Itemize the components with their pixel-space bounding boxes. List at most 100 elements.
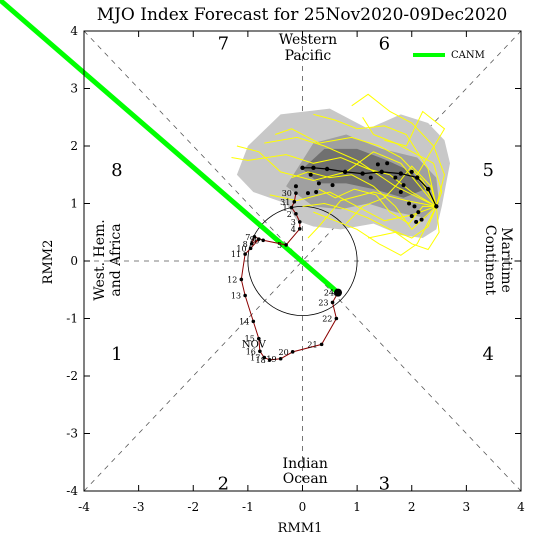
ensemble-member-line bbox=[384, 110, 446, 207]
ensemble-point bbox=[385, 161, 390, 166]
ensemble-mean-point bbox=[415, 175, 420, 180]
observed-day-label: 10 bbox=[236, 244, 246, 253]
ensemble-point bbox=[308, 172, 313, 177]
observed-day-label: 22 bbox=[322, 315, 332, 324]
ensemble-point bbox=[414, 219, 419, 224]
y-tick-label: -4 bbox=[66, 484, 78, 498]
observed-point bbox=[297, 227, 302, 231]
observed-day-label: 23 bbox=[318, 298, 328, 307]
x-tick-label: -3 bbox=[133, 500, 145, 514]
region-label-western-pacific: Pacific bbox=[285, 48, 332, 64]
phase-number-5: 5 bbox=[482, 160, 493, 181]
ensemble-member-line bbox=[367, 206, 440, 251]
observed-point bbox=[257, 336, 261, 341]
observed-day-label: 30 bbox=[282, 189, 292, 198]
phase-number-8: 8 bbox=[111, 160, 122, 181]
ensemble-point bbox=[401, 183, 406, 188]
observed-point bbox=[292, 199, 297, 204]
observed-day-label: 5 bbox=[277, 241, 282, 250]
observed-day-label: 11 bbox=[231, 250, 241, 259]
ensemble-member-line bbox=[291, 171, 437, 231]
ensemble-member-line bbox=[345, 165, 437, 224]
ensemble-point bbox=[305, 191, 310, 196]
forecast-start-label: START bbox=[0, 0, 19, 3]
observed-point bbox=[334, 316, 339, 321]
x-tick-label: 2 bbox=[408, 500, 416, 514]
ensemble-point bbox=[416, 210, 421, 215]
observed-point bbox=[249, 241, 254, 246]
phase-number-2: 2 bbox=[218, 473, 229, 494]
x-tick-label: -1 bbox=[242, 500, 254, 514]
ensemble-mean-line bbox=[302, 167, 437, 207]
chart-title: MJO Index Forecast for 25Nov2020-09Dec20… bbox=[97, 5, 508, 25]
ensemble-point bbox=[409, 214, 414, 219]
y-tick-label: 3 bbox=[70, 82, 78, 96]
ensemble-point bbox=[393, 175, 398, 180]
observed-point bbox=[294, 212, 298, 216]
x-tick-label: -4 bbox=[78, 500, 90, 514]
ensemble-point bbox=[412, 204, 417, 209]
x-tick-label: 0 bbox=[299, 500, 307, 514]
ensemble-mean-point bbox=[324, 166, 330, 172]
y-axis-label: RMM2 bbox=[41, 240, 56, 285]
observed-day-label: 13 bbox=[231, 292, 241, 301]
observed-point bbox=[289, 205, 294, 210]
region-label-maritime-continent: Maritime bbox=[498, 227, 514, 293]
ensemble-point bbox=[419, 217, 424, 222]
region-label-indian-ocean: Ocean bbox=[283, 471, 328, 487]
observed-point bbox=[284, 243, 288, 247]
observed-point bbox=[239, 277, 244, 282]
observed-day-label: 1 bbox=[283, 204, 288, 213]
observed-point bbox=[294, 191, 298, 195]
ensemble-mean-point bbox=[398, 171, 404, 176]
observed-day-label: 8 bbox=[243, 240, 248, 249]
observed-point bbox=[243, 293, 247, 298]
y-tick-label: 4 bbox=[70, 24, 78, 38]
observed-day-label: 3 bbox=[291, 218, 296, 227]
ensemble-point bbox=[407, 201, 412, 206]
observed-day-label: 14 bbox=[239, 317, 249, 326]
observed-day-label: 16 bbox=[246, 347, 256, 356]
observed-point bbox=[330, 300, 335, 305]
ensemble-member-line bbox=[318, 188, 437, 225]
observed-point bbox=[334, 288, 343, 297]
ensemble-member-line bbox=[307, 191, 437, 239]
observed-day-label: 31 bbox=[280, 198, 290, 207]
y-tick-label: 0 bbox=[70, 254, 78, 268]
x-tick-label: 3 bbox=[463, 500, 471, 514]
phase-number-3: 3 bbox=[379, 473, 390, 494]
y-tick-label: -3 bbox=[66, 427, 78, 441]
observed-point bbox=[261, 238, 265, 243]
y-tick-label: -1 bbox=[66, 312, 78, 326]
observed-point bbox=[243, 252, 247, 256]
x-axis-label: RMM1 bbox=[278, 521, 323, 536]
observed-day-label: 24 bbox=[324, 289, 334, 298]
observed-point bbox=[252, 235, 257, 239]
phase-number-1: 1 bbox=[111, 344, 122, 365]
y-tick-label: -2 bbox=[66, 369, 78, 383]
observed-point bbox=[251, 319, 256, 324]
ensemble-member-line bbox=[362, 117, 443, 207]
ensemble-mean-point bbox=[434, 204, 439, 209]
observed-day-label: 21 bbox=[307, 340, 317, 349]
ensemble-mean-point bbox=[311, 165, 316, 171]
observed-day-label: 4 bbox=[291, 225, 296, 234]
x-tick-label: 4 bbox=[517, 500, 525, 514]
ensemble-member-line bbox=[313, 113, 437, 207]
observed-day-label: 12 bbox=[227, 275, 237, 284]
x-tick-label: 1 bbox=[353, 500, 361, 514]
legend-label-canm: CANM bbox=[451, 50, 485, 61]
region-label-west-hem-africa: and Africa bbox=[108, 223, 124, 296]
phase-number-7: 7 bbox=[218, 34, 229, 55]
ensemble-point bbox=[375, 162, 380, 167]
ensemble-point bbox=[368, 175, 373, 180]
ensemble-mean-point bbox=[300, 165, 305, 171]
y-tick-label: 1 bbox=[70, 197, 78, 211]
observed-point bbox=[257, 237, 261, 241]
ensemble-point bbox=[398, 190, 403, 194]
observed-day-label: 20 bbox=[279, 348, 289, 357]
ensemble-mean-point bbox=[425, 186, 431, 192]
ensemble-point bbox=[409, 169, 414, 174]
ensemble-member-line bbox=[313, 206, 437, 256]
